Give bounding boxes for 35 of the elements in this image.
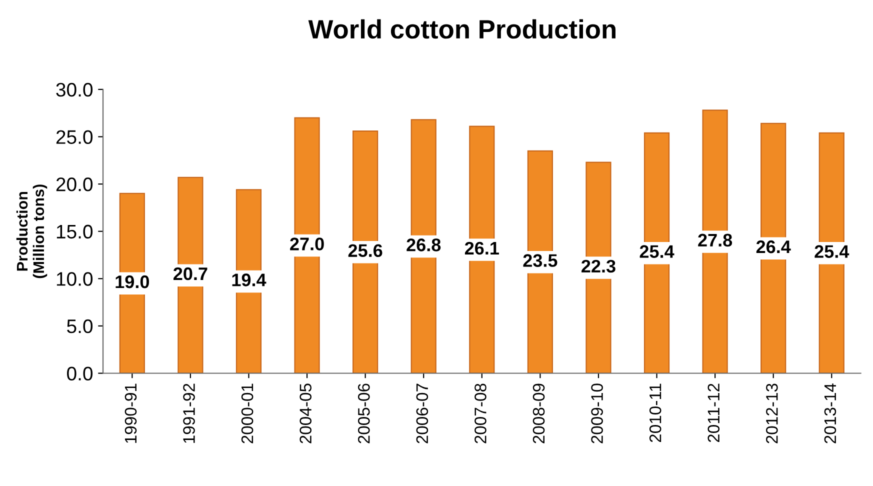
y-tick-label: 10.0 [56,272,93,286]
x-tick-label: 2005-06 [358,384,370,444]
y-tick-label: 15.0 [56,224,93,239]
y-axis-title: Production (Million tons) [16,184,48,278]
data-label: 26.1 [464,242,499,255]
x-tick-label: 1990-91 [124,384,137,443]
x-tick-label: 2004-05 [300,384,312,444]
chart-title: World cotton Production [308,19,616,39]
data-label: 27.8 [698,234,732,247]
x-tick-label: 2000-01 [241,384,254,444]
y-tick-label: 25.0 [56,130,93,144]
data-label: 27.0 [290,238,324,250]
data-label: 25.4 [640,245,674,258]
data-label: 25.6 [348,244,382,257]
data-label: 20.7 [174,267,208,280]
data-label: 19.4 [232,274,266,286]
x-tick-label: 2007-08 [474,384,486,444]
data-label: 22.3 [582,260,616,273]
x-tick-label: 2012-13 [766,384,778,444]
data-label: 25.4 [814,245,850,258]
x-tick-label: 2006-07 [416,384,428,444]
x-tick-label: 2008-09 [532,384,545,444]
x-tick-label: 1991-92 [183,384,195,443]
y-tick-label: 0.0 [67,366,93,380]
data-label: 26.8 [406,238,441,252]
y-tick-label: 5.0 [67,319,93,334]
data-label: 19.0 [116,275,149,288]
x-tick-label: 2009-10 [591,384,603,444]
x-tick-label: 2011-12 [708,384,720,442]
data-label: 23.5 [523,254,558,267]
x-tick-label: 2013-14 [824,383,836,444]
data-label: 26.4 [756,240,791,254]
y-tick-label: 30.0 [56,82,93,97]
y-tick-label: 20.0 [56,178,93,192]
x-tick-label: 2010-11 [649,384,662,442]
